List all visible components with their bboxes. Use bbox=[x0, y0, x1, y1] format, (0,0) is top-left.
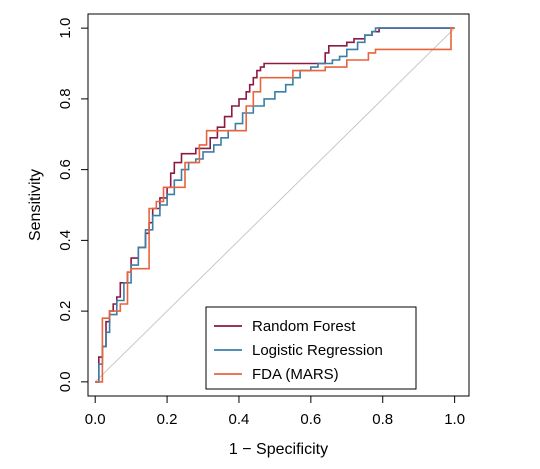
legend-label-0: Random Forest bbox=[252, 318, 356, 335]
x-axis-label: 1 − Specificity bbox=[229, 441, 328, 458]
x-tick-label-0: 0.0 bbox=[85, 411, 106, 428]
series-line-fda-mars bbox=[95, 27, 455, 383]
legend-label-2: FDA (MARS) bbox=[252, 366, 339, 383]
x-tick-label-4: 0.8 bbox=[372, 411, 393, 428]
y-tick-label-3: 0.6 bbox=[57, 159, 74, 180]
y-tick-label-1: 0.2 bbox=[57, 301, 74, 322]
legend-box bbox=[205, 306, 417, 390]
x-tick-label-5: 1.0 bbox=[444, 411, 465, 428]
x-tick-label-2: 0.4 bbox=[229, 411, 250, 428]
y-axis-label: Sensitivity bbox=[27, 169, 44, 241]
x-tick-label-3: 0.6 bbox=[300, 411, 321, 428]
y-tick-label-4: 0.8 bbox=[57, 88, 74, 109]
y-axis: 0.0 0.2 0.4 0.6 0.8 1.0 bbox=[57, 18, 88, 392]
y-tick-label-5: 1.0 bbox=[57, 18, 74, 39]
plot-frame bbox=[87, 13, 470, 397]
series-layer bbox=[95, 27, 455, 383]
legend-label-1: Logistic Regression bbox=[252, 342, 383, 359]
y-tick-label-2: 0.4 bbox=[57, 230, 74, 251]
series-line-random-forest bbox=[95, 27, 455, 383]
legend: Random Forest Logistic Regression FDA (MAR… bbox=[205, 306, 417, 390]
x-tick-label-1: 0.2 bbox=[157, 411, 178, 428]
y-tick-label-0: 0.0 bbox=[57, 371, 74, 392]
diagonal-reference-line bbox=[94, 27, 455, 383]
x-axis: 0.0 0.2 0.4 0.6 0.8 1.0 bbox=[85, 396, 465, 428]
legend-items: Random Forest Logistic Regression FDA (MAR… bbox=[214, 318, 383, 383]
